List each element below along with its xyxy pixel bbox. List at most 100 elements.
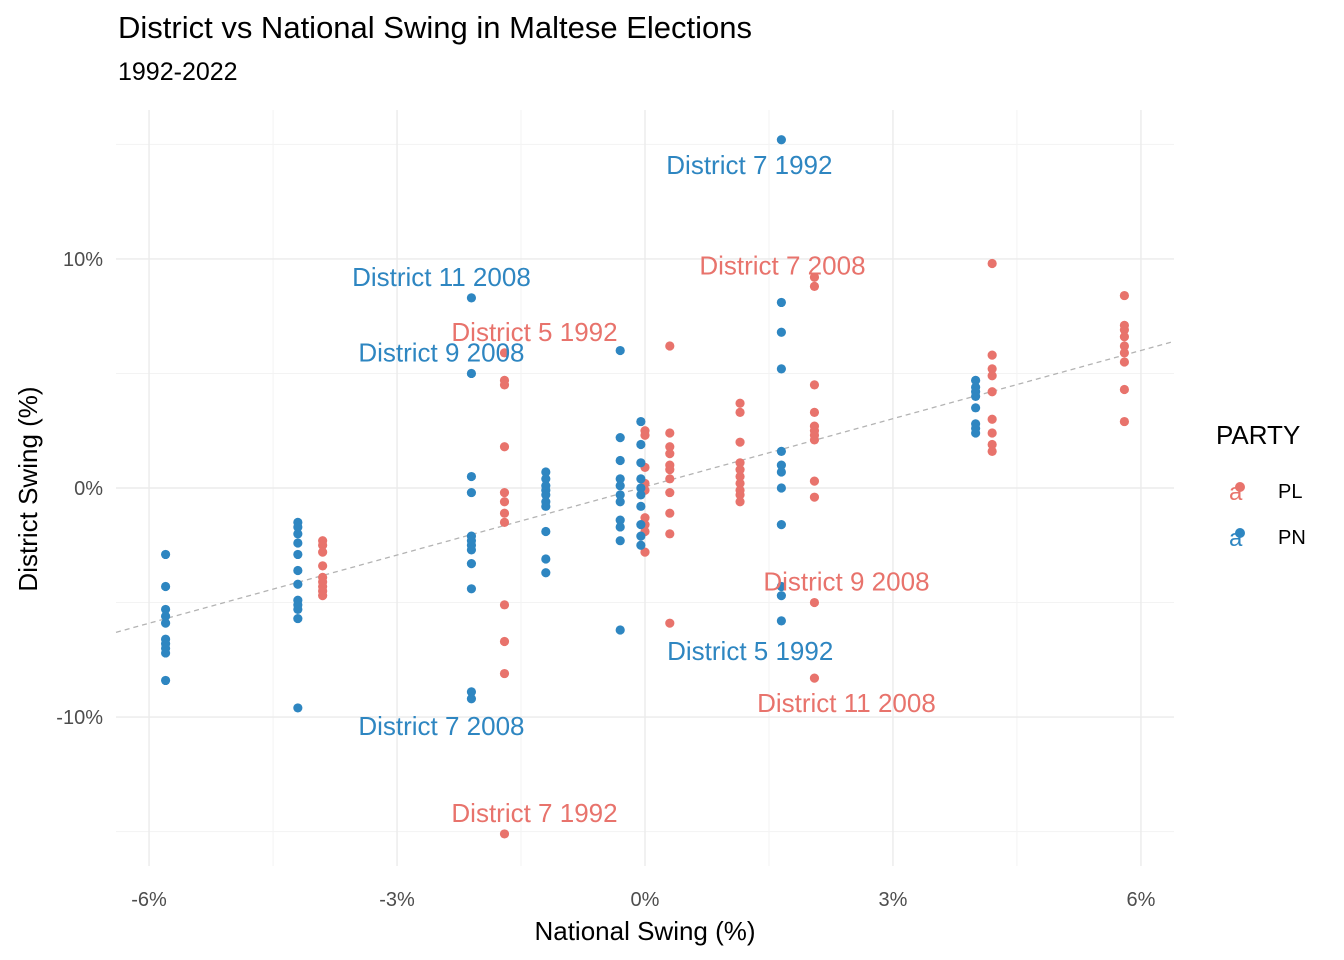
point-pn <box>615 474 625 484</box>
point-pl <box>735 478 745 489</box>
x-tick-label: -3% <box>379 889 415 911</box>
point-pn <box>466 471 477 482</box>
point-pn <box>776 591 786 601</box>
point-pn <box>615 497 625 507</box>
point-pn <box>466 368 477 379</box>
point-pl <box>735 497 745 507</box>
point-pl <box>1119 325 1130 335</box>
point-pl <box>318 561 328 571</box>
point-pl <box>1119 341 1130 351</box>
point-pl <box>499 517 510 527</box>
point-pl <box>499 600 510 610</box>
point-pn <box>615 455 625 466</box>
legend-dot-pn <box>1235 528 1245 538</box>
x-tick-label: 6% <box>1126 889 1155 911</box>
point-pl <box>665 341 675 351</box>
point-pl <box>809 476 820 486</box>
point-pl <box>1119 357 1130 367</box>
y-axis-label: District Swing (%) <box>13 386 43 591</box>
point-pl <box>809 272 820 282</box>
point-pn <box>466 694 477 704</box>
point-pn <box>160 618 171 628</box>
point-pl <box>640 547 650 557</box>
point-pn <box>160 604 171 615</box>
point-pl <box>640 430 650 440</box>
point-labels: District 5 1992 District 7 2008 District 9… <box>352 150 936 828</box>
point-pn <box>636 416 646 427</box>
point-pn <box>776 520 786 530</box>
point-pn <box>293 579 303 589</box>
point-pl <box>665 487 675 498</box>
point-pn <box>776 467 786 477</box>
point-pl <box>1119 348 1130 358</box>
point-pn <box>615 345 625 356</box>
x-tick-label: -6% <box>131 889 167 911</box>
point-pl <box>809 281 820 291</box>
point-pn <box>776 364 786 374</box>
point-pn <box>466 559 477 569</box>
point-pl <box>1119 332 1130 342</box>
point-pn <box>293 522 303 532</box>
legend-dot-pl <box>1235 482 1245 492</box>
point-pn <box>160 675 171 686</box>
point-pl <box>987 350 997 360</box>
point-pl <box>735 471 745 482</box>
point-pl <box>499 348 510 358</box>
point-pl <box>735 465 745 475</box>
point-pl <box>499 497 510 507</box>
point-pn <box>541 490 551 500</box>
point-pl <box>809 407 820 417</box>
point-pl <box>318 540 328 550</box>
point-pl <box>665 474 675 484</box>
point-pl <box>1119 416 1130 427</box>
y-tick-label: 0% <box>74 478 103 500</box>
y-tick-label: -10% <box>56 707 103 729</box>
x-tick-label: 0% <box>631 889 660 911</box>
legend-key-pn: a <box>1226 523 1252 553</box>
point-pn <box>615 522 625 532</box>
point-pl <box>987 414 997 424</box>
legend-title: PARTY <box>1216 420 1301 450</box>
point-pn <box>971 428 981 438</box>
point-label-pn: District 7 1992 <box>666 150 832 180</box>
point-pl <box>809 673 820 683</box>
point-pl <box>987 371 997 381</box>
point-pn <box>541 568 551 578</box>
point-pn <box>636 474 646 484</box>
point-pn <box>636 520 646 530</box>
point-pn <box>615 625 625 635</box>
point-pl <box>318 547 328 557</box>
point-pn <box>636 439 646 450</box>
point-pl <box>499 442 510 452</box>
y-axis-ticks: -10% 0% 10% <box>56 249 103 729</box>
point-label-pl: District 7 1992 <box>451 798 617 828</box>
legend-item-pl: a PL <box>1216 469 1306 515</box>
point-pn <box>541 467 551 477</box>
point-pn <box>615 481 625 491</box>
point-pl <box>499 380 510 390</box>
point-pn <box>466 584 477 594</box>
point-pl <box>735 490 745 500</box>
point-pn <box>293 529 303 539</box>
point-pl <box>665 442 675 452</box>
point-pn <box>160 581 171 592</box>
point-pn <box>293 565 303 576</box>
trend-line <box>115 340 1175 633</box>
point-pn <box>776 446 786 456</box>
point-pn <box>971 403 981 413</box>
point-pn <box>776 297 786 308</box>
point-label-pn: District 9 2008 <box>358 337 524 367</box>
point-pn <box>615 433 625 443</box>
point-label-pn: District 7 2008 <box>358 711 524 741</box>
point-label-pl: District 11 2008 <box>757 688 936 718</box>
point-pl <box>1119 290 1130 301</box>
point-pl <box>665 508 675 518</box>
point-pn <box>466 487 477 498</box>
point-pn <box>636 458 646 468</box>
x-axis-label: National Swing (%) <box>534 916 755 946</box>
legend-item-pn: a PN <box>1216 515 1306 561</box>
point-pl <box>665 428 675 438</box>
point-pn <box>466 545 477 555</box>
point-pl <box>735 407 745 417</box>
point-pn <box>466 293 477 303</box>
